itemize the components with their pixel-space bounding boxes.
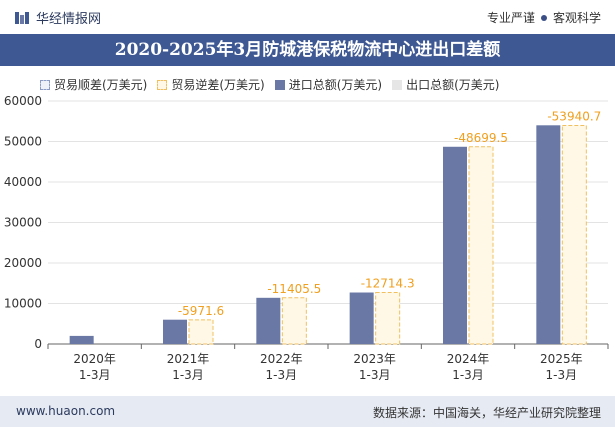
data-label: -53940.7 [547,110,601,124]
legend-item-export: 出口总额(万美元) [392,76,500,93]
bar-deficit [561,125,587,345]
x-tick-label: 2023年 [353,352,396,366]
x-tick-label: 2024年 [447,352,490,366]
data-label: -48699.5 [454,131,508,145]
top-bar: 华经情报网 专业严谨 客观科学 [0,0,615,34]
footer: www.huaon.com 数据来源：中国海关，华经产业研究院整理 [0,396,615,427]
x-tick-label: 2022年 [260,352,303,366]
y-tick-label: 20000 [4,256,42,270]
brand-name: 华经情报网 [36,12,102,27]
footer-site-link[interactable]: www.huaon.com [16,404,116,418]
x-tick-label: 1-3月 [266,368,298,382]
x-tick-label: 2020年 [73,352,116,366]
y-tick-label: 60000 [4,95,42,108]
x-tick-label: 1-3月 [452,368,484,382]
legend-label-export: 出口总额(万美元) [406,78,500,92]
x-tick-label: 2025年 [540,352,583,366]
chart-title: 2020-2025年3月防城港保税物流中心进出口差额 [0,34,615,66]
bar-deficit [468,146,494,345]
data-label: -5971.6 [178,304,224,318]
legend-item-surplus: 贸易顺差(万美元) [40,76,147,93]
legend-swatch-import [274,79,285,90]
bar-import [536,125,561,344]
y-tick-label: 10000 [4,297,42,311]
legend-label-deficit: 贸易逆差(万美元) [171,78,265,92]
x-tick-label: 1-3月 [546,368,578,382]
y-tick-label: 30000 [4,216,42,230]
bar-deficit [188,319,214,345]
brand[interactable]: 华经情报网 [14,8,101,27]
y-tick-label: 40000 [4,175,42,189]
legend-label-surplus: 贸易顺差(万美元) [54,78,148,92]
legend-swatch-deficit [157,79,168,90]
legend-label-import: 进口总额(万美元) [288,78,383,92]
tagline-right: 客观科学 [552,11,601,25]
bar-import [69,335,94,344]
tagline: 专业严谨 客观科学 [487,9,601,26]
tagline-left: 专业严谨 [486,11,535,25]
legend-swatch-surplus [40,79,50,90]
data-label: -11405.5 [267,282,321,296]
footer-source: 数据来源：中国海关，华经产业研究院整理 [372,406,601,420]
bar-import [163,319,187,344]
legend-item-deficit: 贸易逆差(万美元) [157,76,265,93]
chart-legend: 贸易顺差(万美元) 贸易逆差(万美元) 进口总额(万美元) 出口总额(万美元) [40,76,500,93]
x-tick-label: 1-3月 [79,368,111,382]
x-tick-label: 1-3月 [359,368,391,382]
x-tick-label: 2021年 [167,352,210,366]
bar-import [256,297,281,344]
x-tick-label: 1-3月 [172,368,204,382]
bar-import [443,146,467,344]
y-tick-label: 0 [34,337,42,351]
legend-swatch-export [392,79,403,90]
data-label: -12714.3 [361,277,415,291]
y-tick-label: 50000 [4,135,42,149]
logo-icon [15,11,29,24]
legend-item-import: 进口总额(万美元) [274,76,383,93]
bar-chart: 0 10000 20000 30000 40000 50000 60000 2020年 1-3月… [4,95,609,382]
bar-deficit [375,292,401,345]
bar-import [349,292,374,344]
bar-deficit [281,297,307,345]
separator-dot-icon [540,14,547,21]
